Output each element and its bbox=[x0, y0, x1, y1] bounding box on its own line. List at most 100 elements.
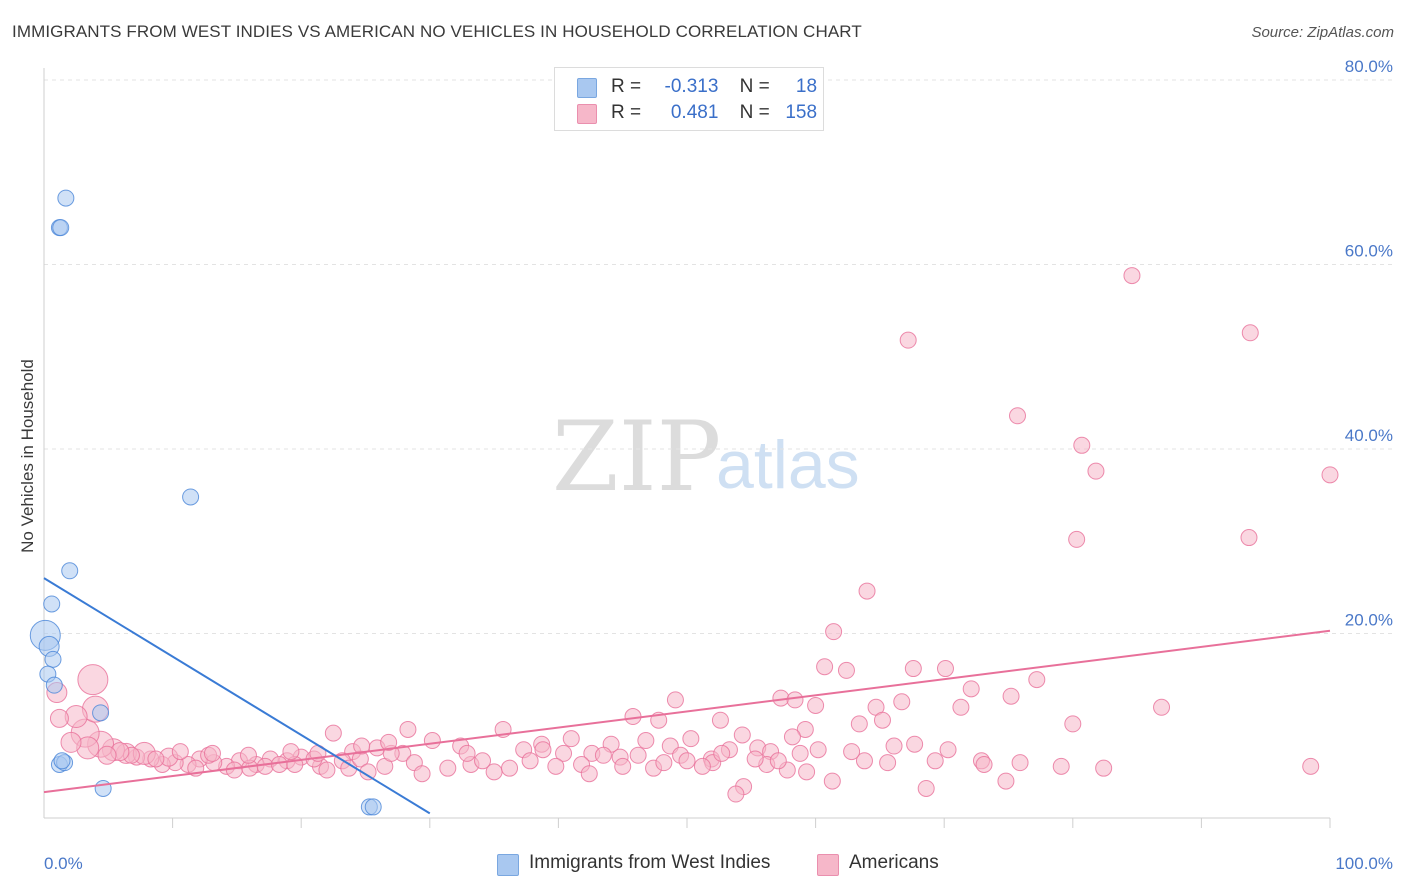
americans-point bbox=[769, 752, 787, 770]
legend-r-label: R = bbox=[611, 102, 642, 123]
americans-point bbox=[225, 761, 243, 779]
americans-point bbox=[1123, 267, 1141, 285]
americans-point bbox=[1052, 757, 1070, 775]
americans-point bbox=[682, 730, 700, 748]
tick-labels: 20.0% 40.0% 60.0% 80.0% 0.0% 100.0% bbox=[44, 57, 1393, 873]
chart-title: IMMIGRANTS FROM WEST INDIES VS AMERICAN … bbox=[12, 22, 862, 41]
americans-point bbox=[60, 731, 82, 753]
americans-point bbox=[906, 735, 924, 753]
americans-point bbox=[939, 741, 957, 759]
americans-point bbox=[580, 765, 598, 783]
americans-point bbox=[1321, 466, 1339, 484]
americans-point bbox=[713, 744, 731, 762]
legend-n-value: 158 bbox=[785, 102, 818, 123]
americans-point bbox=[614, 757, 632, 775]
americans-point bbox=[1095, 759, 1113, 777]
americans-point bbox=[825, 623, 843, 641]
americans-point bbox=[783, 728, 801, 746]
axes bbox=[43, 68, 1331, 828]
americans-point bbox=[733, 726, 751, 744]
americans-point bbox=[594, 746, 612, 764]
americans-point bbox=[746, 750, 764, 768]
americans-point bbox=[399, 720, 417, 738]
americans-point bbox=[439, 759, 457, 777]
y-axis-label: No Vehicles in Household bbox=[18, 359, 37, 553]
americans-point bbox=[858, 582, 876, 600]
americans-point bbox=[997, 772, 1015, 790]
west-indies-point bbox=[52, 219, 70, 237]
americans-point bbox=[256, 757, 274, 775]
west-indies-point bbox=[61, 562, 79, 580]
y-tick-label: 60.0% bbox=[1345, 242, 1393, 261]
americans-point bbox=[823, 772, 841, 790]
americans-point bbox=[798, 763, 816, 781]
legend-r-label: R = bbox=[611, 76, 642, 97]
americans-point bbox=[521, 752, 539, 770]
west-indies-point bbox=[53, 752, 71, 770]
americans-point bbox=[147, 750, 165, 768]
bottom-legend-label: Immigrants from West Indies bbox=[529, 852, 771, 873]
americans-point bbox=[796, 720, 814, 738]
americans-point bbox=[1302, 757, 1320, 775]
americans-point bbox=[458, 744, 476, 762]
west-indies-point bbox=[94, 779, 112, 797]
americans-point bbox=[1068, 530, 1086, 548]
americans-point bbox=[1153, 698, 1171, 716]
americans-point bbox=[1009, 407, 1027, 425]
americans-point bbox=[1087, 462, 1105, 480]
trend-lines bbox=[43, 577, 1331, 815]
americans-point bbox=[324, 724, 342, 742]
americans-point bbox=[655, 754, 673, 772]
legend-n-label: N = bbox=[739, 76, 770, 97]
americans-point bbox=[879, 754, 897, 772]
grid bbox=[44, 79, 1392, 634]
americans-point bbox=[1240, 529, 1258, 547]
west-indies-point bbox=[45, 676, 63, 694]
americans-point bbox=[1002, 687, 1020, 705]
americans-point bbox=[282, 743, 300, 761]
bottom-legend-swatch-pink bbox=[817, 854, 839, 876]
americans-point bbox=[562, 730, 580, 748]
americans-point bbox=[893, 693, 911, 711]
americans-point bbox=[727, 785, 745, 803]
y-tick-label: 20.0% bbox=[1345, 611, 1393, 630]
americans-point bbox=[786, 691, 804, 709]
americans-point bbox=[693, 757, 711, 775]
west-indies-point bbox=[43, 595, 61, 613]
west-indies-point bbox=[182, 488, 200, 506]
americans-point bbox=[899, 331, 917, 349]
west-indies-point bbox=[57, 189, 75, 207]
bottom-legend-label: Americans bbox=[849, 852, 939, 873]
americans-point bbox=[555, 744, 573, 762]
americans-point bbox=[547, 757, 565, 775]
legend-r-value: 0.481 bbox=[670, 102, 719, 123]
americans-point bbox=[807, 696, 825, 714]
americans-point bbox=[97, 745, 117, 765]
source-label: Source: ZipAtlas.com bbox=[1251, 24, 1394, 41]
americans-point bbox=[837, 661, 855, 679]
americans-point bbox=[962, 680, 980, 698]
americans-point bbox=[629, 746, 647, 764]
americans-point bbox=[1011, 754, 1029, 772]
americans-point bbox=[485, 763, 503, 781]
americans-point bbox=[1064, 715, 1082, 733]
watermark-atlas: atlas bbox=[716, 427, 860, 503]
west-indies-point bbox=[44, 650, 62, 668]
watermark-zip: ZIP bbox=[552, 401, 721, 513]
legend-r-value: -0.313 bbox=[664, 76, 719, 97]
americans-point bbox=[917, 779, 935, 797]
americans-point bbox=[843, 743, 861, 761]
americans-point bbox=[809, 741, 827, 759]
americans-point bbox=[501, 759, 519, 777]
americans-point bbox=[678, 752, 696, 770]
americans-point bbox=[353, 737, 371, 755]
americans-point bbox=[975, 755, 993, 773]
y-tick-label: 40.0% bbox=[1345, 426, 1393, 445]
x-tick-label: 100.0% bbox=[1335, 854, 1393, 873]
americans-point bbox=[49, 708, 69, 728]
americans-point bbox=[873, 711, 891, 729]
watermark: ZIP atlas bbox=[552, 401, 860, 513]
west-indies-point bbox=[92, 704, 110, 722]
americans-point bbox=[711, 711, 729, 729]
